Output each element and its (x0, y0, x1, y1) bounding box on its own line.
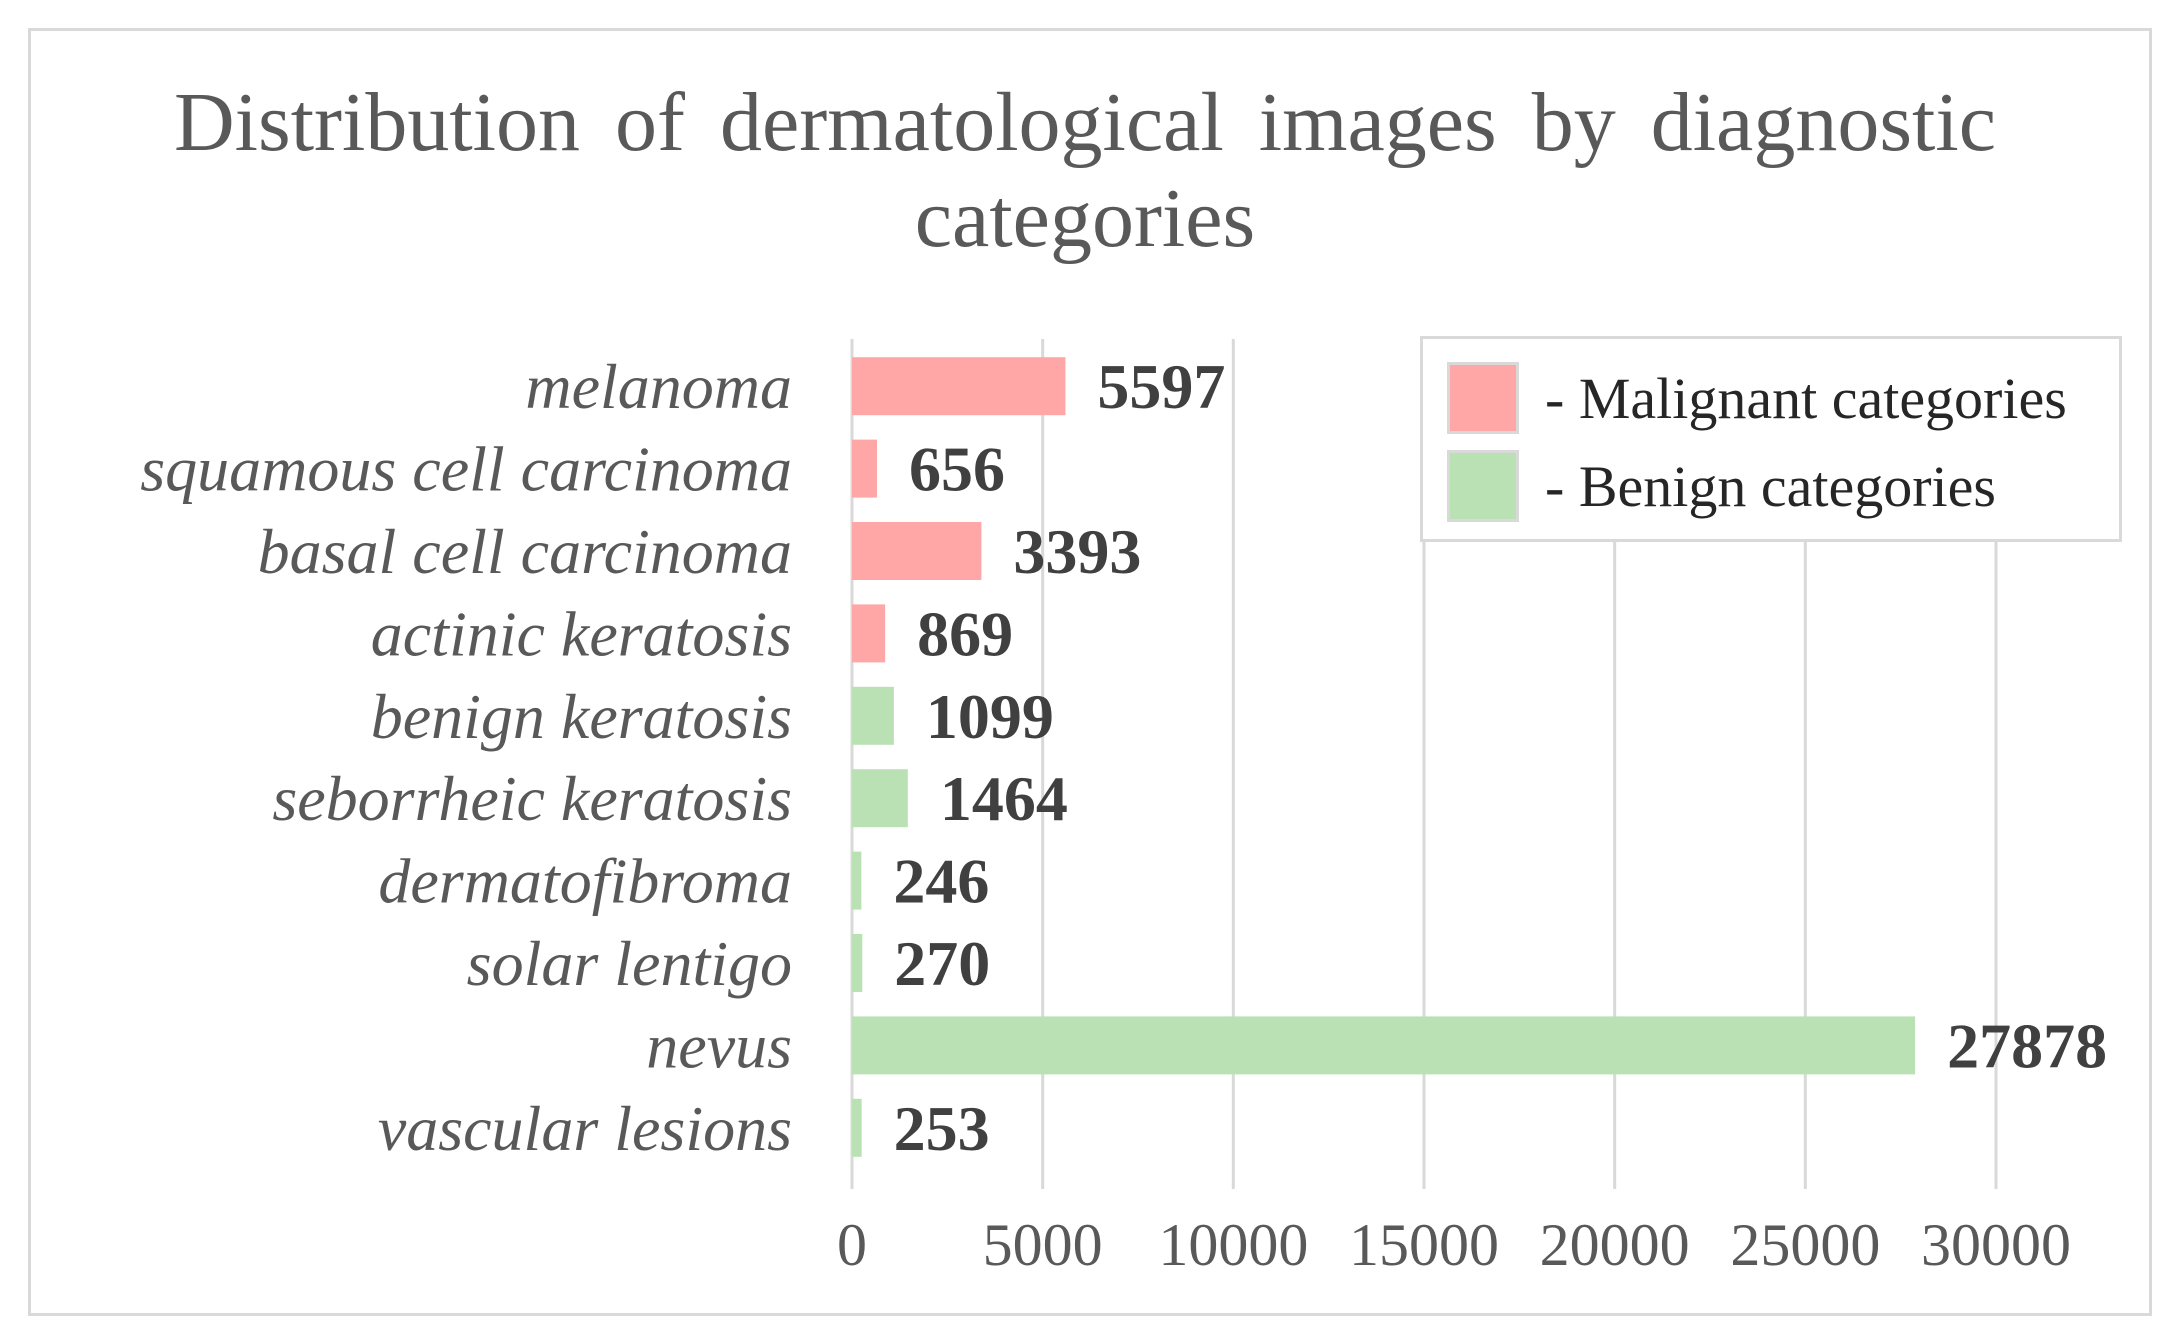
legend-label-malignant: - Malignant categories (1545, 365, 2067, 431)
x-tick-label-30000: 30000 (1921, 1212, 2071, 1278)
legend-label-benign: - Benign categories (1545, 453, 1996, 519)
bar-nevus (852, 1016, 1916, 1075)
bar-seborrheic-keratosis (852, 769, 908, 828)
x-tick-label-20000: 20000 (1540, 1212, 1690, 1278)
value-label-solar-lentigo: 270 (894, 928, 990, 999)
bar-benign-keratosis (852, 686, 894, 745)
x-tick-label-25000: 25000 (1730, 1212, 1880, 1278)
value-label-basal-cell-carcinoma: 3393 (1013, 516, 1141, 587)
category-label-squamous-cell-carcinoma: squamous cell carcinoma (140, 434, 792, 505)
value-label-vascular-lesions: 253 (894, 1093, 990, 1164)
value-label-squamous-cell-carcinoma: 656 (909, 434, 1005, 505)
bar-vascular-lesions (852, 1098, 862, 1157)
legend-swatch-benign (1447, 450, 1519, 522)
chart-title: Distribution of dermatological images by… (174, 76, 1996, 265)
x-tick-label-10000: 10000 (1158, 1212, 1308, 1278)
category-label-seborrheic-keratosis: seborrheic keratosis (272, 763, 792, 834)
category-label-basal-cell-carcinoma: basal cell carcinoma (258, 516, 792, 587)
category-label-melanoma: melanoma (525, 351, 792, 422)
value-label-nevus: 27878 (1947, 1010, 2107, 1081)
category-label-benign-keratosis: benign keratosis (371, 681, 792, 752)
legend-item-benign: - Benign categories (1447, 449, 1996, 523)
value-label-actinic-keratosis: 869 (917, 598, 1013, 669)
x-tick-label-5000: 5000 (983, 1212, 1103, 1278)
bar-dermatofibroma (852, 851, 862, 910)
category-label-nevus: nevus (646, 1010, 792, 1081)
bar-solar-lentigo (852, 934, 863, 992)
legend-item-malignant: - Malignant categories (1447, 361, 2067, 435)
legend: - Malignant categories - Benign categori… (1420, 336, 2122, 542)
value-label-seborrheic-keratosis: 1464 (940, 763, 1068, 834)
x-tick-label-0: 0 (837, 1212, 867, 1278)
value-label-melanoma: 5597 (1097, 351, 1225, 422)
bar-basal-cell-carcinoma (852, 522, 982, 580)
bar-melanoma (852, 357, 1066, 416)
category-label-vascular-lesions: vascular lesions (378, 1093, 792, 1164)
value-label-benign-keratosis: 1099 (926, 681, 1054, 752)
category-label-actinic-keratosis: actinic keratosis (371, 598, 792, 669)
bar-actinic-keratosis (852, 604, 886, 663)
category-label-solar-lentigo: solar lentigo (467, 928, 792, 999)
bar-squamous-cell-carcinoma (852, 439, 878, 498)
category-label-dermatofibroma: dermatofibroma (378, 846, 792, 917)
value-label-dermatofibroma: 246 (893, 846, 989, 917)
legend-swatch-malignant (1447, 362, 1519, 434)
chart-frame (28, 28, 2152, 1316)
x-tick-label-15000: 15000 (1349, 1212, 1499, 1278)
